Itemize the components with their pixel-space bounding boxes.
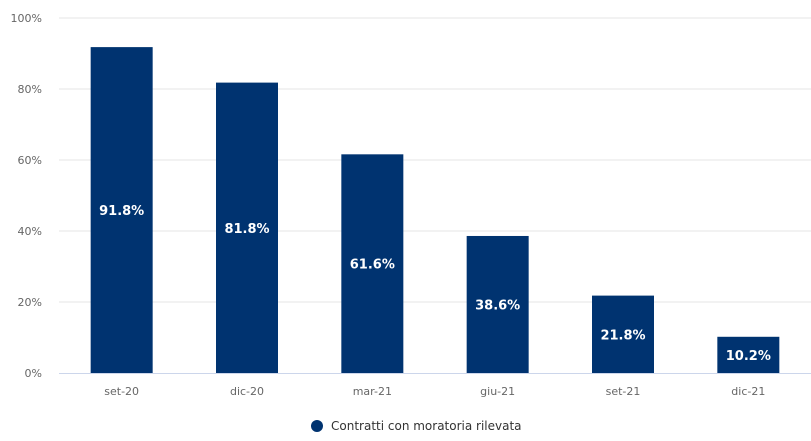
y-tick-label: 100% [11, 12, 42, 25]
y-tick-label: 60% [18, 154, 42, 167]
legend-marker [311, 420, 323, 432]
data-label-dic-21: 10.2% [726, 349, 771, 364]
bar-set-20[interactable] [90, 47, 153, 374]
legend-label[interactable]: Contratti con moratoria rilevata [331, 419, 522, 433]
bar-set-21[interactable] [592, 295, 654, 373]
data-label-giu-21: 38.6% [475, 298, 520, 313]
bar-giu-21[interactable] [466, 235, 529, 373]
data-label-mar-21: 61.6% [350, 258, 395, 273]
y-tick-label: 20% [18, 296, 42, 309]
data-label-set-20: 91.8% [99, 204, 144, 219]
x-tick-label: set-21 [606, 385, 641, 398]
data-labels: 91.8% 81.8% 61.6% 38.6% 21.8% 10.2% [99, 204, 771, 364]
x-axis-ticks: set-20 dic-20 mar-21 giu-21 set-21 dic-21 [104, 385, 765, 398]
x-tick-label: dic-20 [230, 385, 264, 398]
bar-dic-20[interactable] [216, 82, 278, 374]
x-tick-label: dic-21 [731, 385, 765, 398]
y-tick-label: 40% [18, 225, 42, 238]
bars [90, 47, 780, 374]
grid-lines [59, 17, 811, 303]
bar-dic-21[interactable] [717, 336, 780, 373]
data-label-set-21: 21.8% [600, 328, 645, 343]
legend[interactable]: Contratti con moratoria rilevata [311, 419, 522, 433]
bar-mar-21[interactable] [341, 154, 404, 373]
x-tick-label: mar-21 [353, 385, 392, 398]
data-label-dic-20: 81.8% [224, 222, 269, 237]
x-tick-label: set-20 [104, 385, 139, 398]
y-tick-label: 0% [25, 367, 42, 380]
y-axis-ticks: 0% 20% 40% 60% 80% 100% [11, 12, 42, 380]
x-tick-label: giu-21 [480, 385, 515, 398]
y-tick-label: 80% [18, 83, 42, 96]
